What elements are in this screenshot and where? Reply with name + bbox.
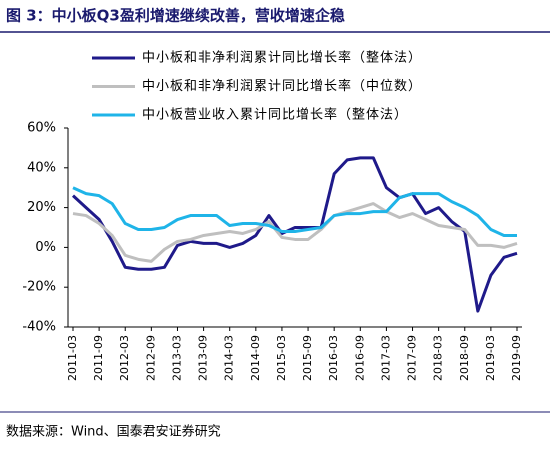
x-tick-label: 2011-09	[92, 335, 105, 381]
x-tick-label: 2017-03	[379, 335, 392, 381]
x-tick-label: 2011-03	[66, 335, 79, 381]
x-tick-label: 2016-09	[353, 335, 366, 381]
x-tick-label: 2014-09	[249, 335, 262, 381]
series-line	[72, 186, 517, 237]
y-tick-label: 60%	[27, 121, 56, 136]
source: 数据来源：Wind、国泰君安证券研究	[6, 424, 221, 440]
x-tick-label: 2013-03	[170, 335, 183, 381]
y-tick-label: -20%	[22, 280, 56, 295]
y-tick-label: 0%	[35, 240, 56, 255]
y-tick-label: -40%	[22, 320, 56, 335]
x-tick-label: 2015-09	[301, 335, 314, 381]
x-tick-label: 2015-03	[275, 335, 288, 381]
x-tick-label: 2017-09	[406, 335, 419, 381]
legend-label: 中小板和非净利润累计同比增长率（中位数）	[142, 78, 422, 94]
x-tick-label: 2019-03	[484, 335, 497, 381]
series-line	[71, 156, 518, 313]
legend-label: 中小板和非净利润累计同比增长率（整体法）	[142, 50, 422, 66]
x-tick-label: 2013-09	[197, 335, 210, 381]
x-tick-label: 2012-03	[118, 335, 131, 381]
x-tick-label: 2012-09	[144, 335, 157, 381]
x-tick-label: 2018-09	[458, 335, 471, 381]
legend-label: 中小板营业收入累计同比增长率（整体法）	[142, 107, 408, 123]
x-tick-label: 2019-09	[510, 335, 523, 381]
y-tick-label: 40%	[27, 160, 56, 175]
y-tick-label: 20%	[27, 200, 56, 215]
series-line	[72, 202, 518, 263]
x-tick-label: 2016-03	[327, 335, 340, 381]
x-tick-label: 2014-03	[223, 335, 236, 381]
chart-title: 图 3：中小板Q3盈利增速继续改善，营收增速企稳	[6, 7, 345, 25]
x-tick-label: 2018-03	[432, 335, 445, 381]
